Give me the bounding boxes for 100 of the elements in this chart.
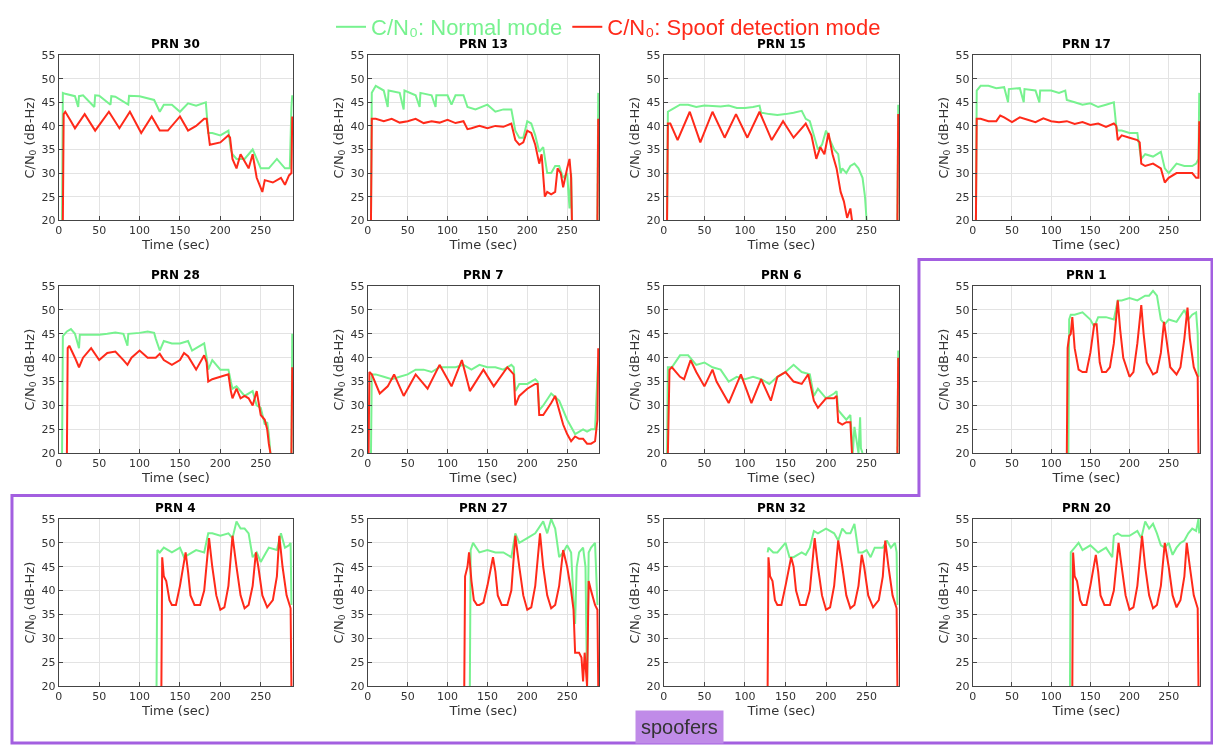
chart-title: PRN 20 — [1062, 501, 1111, 515]
y-tick-label: 55 — [955, 48, 970, 62]
y-tick-label: 30 — [41, 399, 56, 413]
x-axis-title: Time (sec) — [1051, 237, 1121, 253]
y-tick-label: 40 — [646, 351, 661, 365]
x-tick-label: 0 — [364, 690, 372, 704]
y-tick-label: 30 — [955, 166, 970, 180]
x-tick-label: 50 — [92, 224, 107, 238]
y-tick-label: 35 — [41, 608, 56, 622]
x-tick-label: 0 — [969, 690, 977, 704]
y-tick-label: 35 — [350, 375, 365, 389]
chart-title: PRN 4 — [155, 501, 196, 515]
x-tick-label: 0 — [364, 457, 372, 471]
y-tick-label: 30 — [955, 399, 970, 413]
chart-title: PRN 30 — [151, 37, 200, 51]
y-tick-label: 45 — [955, 560, 970, 574]
x-axis-title: Time (sec) — [746, 703, 816, 719]
y-tick-label: 20 — [955, 679, 970, 693]
x-tick-label: 100 — [437, 690, 459, 704]
x-tick-label: 150 — [1079, 457, 1101, 471]
y-tick-label: 30 — [955, 632, 970, 646]
y-tick-label: 55 — [350, 512, 365, 526]
chart-title: PRN 1 — [1066, 268, 1107, 282]
x-axis-title: Time (sec) — [448, 237, 518, 253]
y-tick-label: 50 — [646, 536, 661, 550]
x-axis-title: Time (sec) — [746, 470, 816, 486]
y-tick-label: 40 — [646, 119, 661, 133]
y-tick-label: 30 — [41, 166, 56, 180]
y-tick-label: 25 — [350, 190, 365, 204]
x-tick-label: 100 — [129, 690, 151, 704]
y-tick-label: 55 — [41, 512, 56, 526]
y-tick-label: 25 — [955, 656, 970, 670]
y-tick-label: 20 — [350, 447, 365, 461]
y-tick-label: 55 — [646, 48, 661, 62]
x-tick-label: 150 — [476, 224, 498, 238]
text: spoofers — [641, 716, 718, 738]
x-tick-label: 0 — [55, 224, 63, 238]
x-tick-label: 200 — [516, 690, 538, 704]
x-tick-label: 250 — [556, 690, 578, 704]
x-tick-label: 150 — [169, 690, 191, 704]
x-tick-label: 250 — [856, 224, 878, 238]
y-tick-label: 55 — [955, 279, 970, 293]
x-tick-label: 200 — [815, 457, 837, 471]
y-tick-label: 45 — [41, 96, 56, 110]
x-tick-label: 150 — [169, 224, 191, 238]
y-tick-label: 30 — [350, 166, 365, 180]
y-tick-label: 50 — [350, 303, 365, 317]
x-tick-label: 50 — [400, 224, 415, 238]
y-tick-label: 50 — [955, 303, 970, 317]
y-tick-label: 20 — [41, 679, 56, 693]
x-tick-label: 50 — [1004, 690, 1019, 704]
x-tick-label: 50 — [697, 690, 712, 704]
y-tick-label: 20 — [350, 679, 365, 693]
x-tick-label: 100 — [1040, 690, 1062, 704]
x-tick-label: 0 — [969, 224, 977, 238]
x-tick-label: 100 — [734, 224, 756, 238]
x-tick-label: 150 — [774, 457, 796, 471]
y-tick-label: 40 — [955, 119, 970, 133]
x-tick-label: 50 — [697, 457, 712, 471]
x-axis-title: Time (sec) — [140, 470, 210, 486]
x-tick-label: 200 — [1119, 224, 1141, 238]
x-tick-label: 50 — [1004, 457, 1019, 471]
x-tick-label: 150 — [1079, 224, 1101, 238]
y-tick-label: 40 — [41, 119, 56, 133]
y-tick-label: 35 — [955, 608, 970, 622]
x-tick-label: 250 — [556, 224, 578, 238]
y-tick-label: 45 — [646, 560, 661, 574]
y-tick-label: 30 — [646, 632, 661, 646]
x-tick-label: 150 — [1079, 690, 1101, 704]
y-tick-label: 25 — [955, 423, 970, 437]
y-tick-label: 30 — [646, 399, 661, 413]
y-tick-label: 55 — [41, 48, 56, 62]
y-tick-label: 30 — [646, 166, 661, 180]
chart-title: PRN 7 — [463, 268, 504, 282]
y-tick-label: 25 — [41, 190, 56, 204]
x-tick-label: 250 — [556, 457, 578, 471]
x-tick-label: 0 — [660, 690, 668, 704]
x-tick-label: 200 — [209, 224, 231, 238]
y-tick-label: 40 — [350, 119, 365, 133]
y-tick-label: 25 — [646, 423, 661, 437]
x-axis-title: Time (sec) — [746, 237, 816, 253]
y-tick-label: 45 — [350, 560, 365, 574]
x-tick-label: 200 — [209, 690, 231, 704]
y-tick-label: 50 — [350, 72, 365, 86]
x-tick-label: 100 — [734, 690, 756, 704]
y-tick-label: 35 — [955, 143, 970, 157]
y-tick-label: 35 — [646, 143, 661, 157]
x-tick-label: 0 — [55, 457, 63, 471]
y-tick-label: 40 — [955, 584, 970, 598]
y-tick-label: 25 — [350, 423, 365, 437]
x-tick-label: 100 — [129, 457, 151, 471]
chart-title: PRN 32 — [757, 501, 806, 515]
y-tick-label: 55 — [646, 512, 661, 526]
y-tick-label: 40 — [646, 584, 661, 598]
y-tick-label: 50 — [41, 72, 56, 86]
y-tick-label: 20 — [646, 679, 661, 693]
x-tick-label: 150 — [476, 690, 498, 704]
x-tick-label: 200 — [516, 224, 538, 238]
x-tick-label: 150 — [774, 224, 796, 238]
x-tick-label: 250 — [856, 457, 878, 471]
